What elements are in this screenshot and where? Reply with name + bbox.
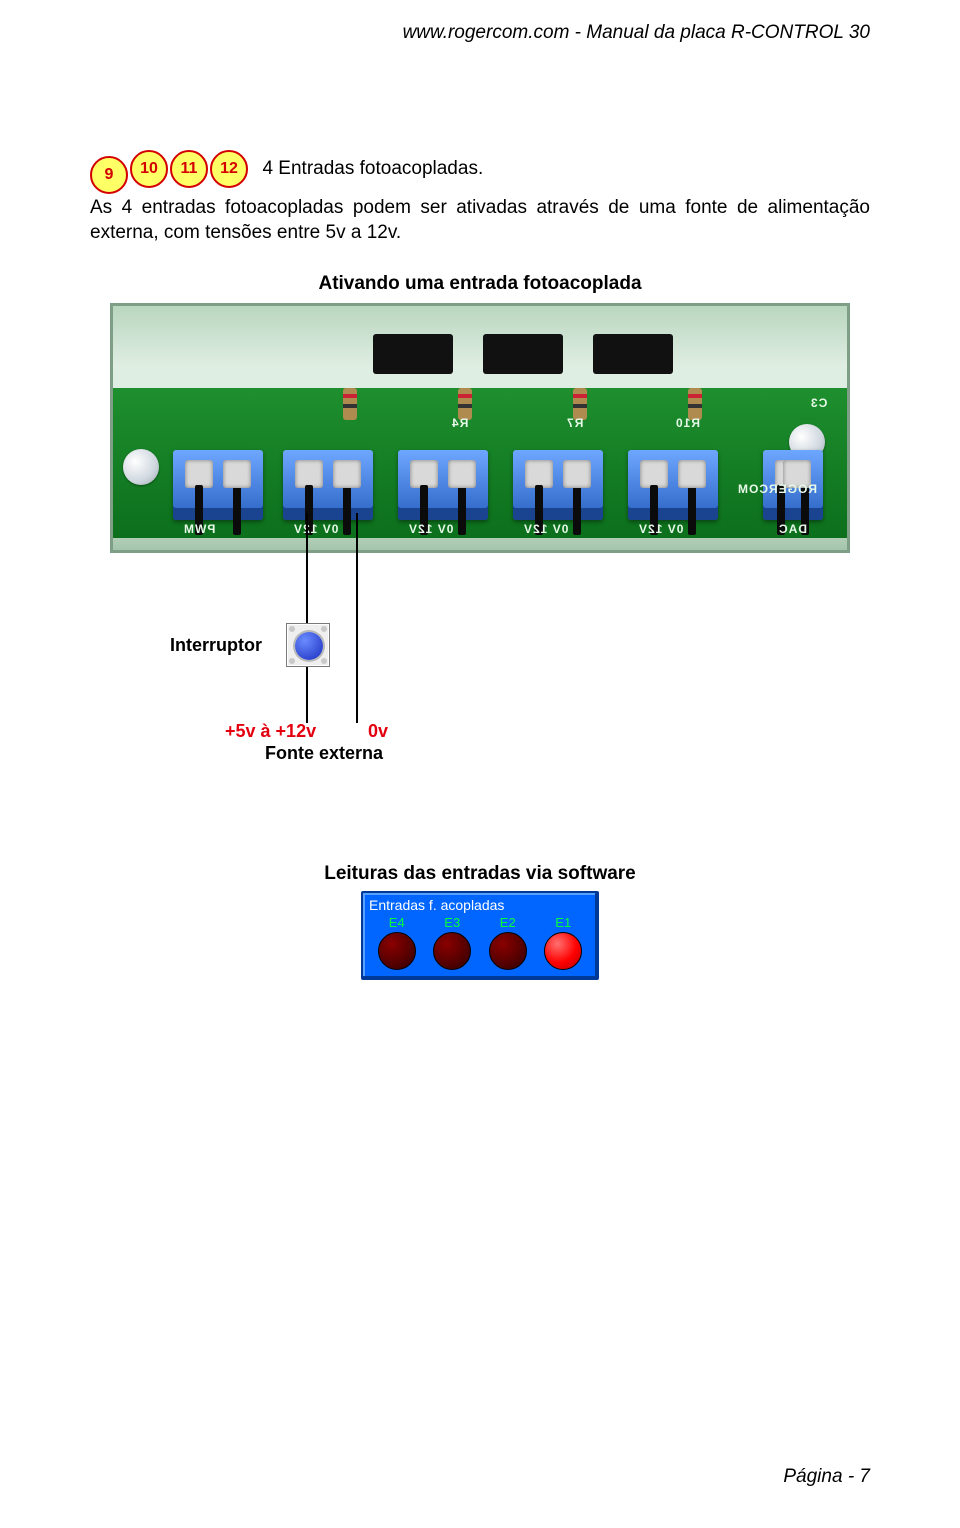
fonte-externa-label: Fonte externa	[265, 743, 383, 764]
led-e2: E2	[489, 915, 527, 970]
callout-10: 10	[130, 150, 168, 188]
section-paragraph: As 4 entradas fotoacopladas podem ser at…	[90, 196, 870, 245]
callout-11: 11	[170, 150, 208, 188]
silk-pair: 0V 12V	[638, 522, 683, 536]
silk-rogercom: ROGERCOM	[737, 482, 817, 496]
interruptor-label: Interruptor	[170, 635, 262, 656]
panel-title: Entradas f. acopladas	[369, 897, 591, 913]
pcb-board: PWM 0V 12V 0V 12V 0V 12V 0V 12V R4 R7 R1…	[110, 303, 850, 553]
led-e4: E4	[378, 915, 416, 970]
led-indicator-icon	[489, 932, 527, 970]
voltage-label: +5v à +12v	[225, 721, 316, 742]
led-label: E2	[489, 915, 527, 930]
page-header: www.rogercom.com - Manual da placa R-CON…	[403, 22, 870, 44]
silk-c3: C3	[810, 396, 827, 410]
wire	[356, 513, 358, 723]
silk-pair: 0V 12V	[523, 522, 568, 536]
figure2: Entradas f. acopladas E4 E3 E2 E1	[361, 891, 599, 980]
terminal-block	[398, 450, 488, 520]
wire	[306, 513, 308, 723]
terminal-block	[513, 450, 603, 520]
terminal-block	[283, 450, 373, 520]
ic-chip	[373, 334, 453, 374]
led-e3: E3	[433, 915, 471, 970]
led-indicator-icon	[433, 932, 471, 970]
terminal-block	[173, 450, 263, 520]
silk-r4: R4	[451, 416, 468, 430]
main-content: 9 10 11 12 4 Entradas fotoacopladas. As …	[90, 150, 870, 980]
silk-pair: 0V 12V	[408, 522, 453, 536]
figure1: PWM 0V 12V 0V 12V 0V 12V 0V 12V R4 R7 R1…	[110, 303, 850, 783]
ic-chip	[483, 334, 563, 374]
figure2-caption: Leituras das entradas via software	[90, 863, 870, 885]
led-e1: E1	[544, 915, 582, 970]
ic-chip	[593, 334, 673, 374]
terminal-block	[628, 450, 718, 520]
callout-9: 9	[90, 156, 128, 194]
led-label: E1	[544, 915, 582, 930]
callout-row: 9 10 11 12 4 Entradas fotoacopladas.	[90, 150, 870, 188]
resistor	[343, 388, 357, 420]
silk-r7: R7	[566, 416, 583, 430]
page-footer: Página - 7	[783, 1466, 870, 1488]
switch-button-icon	[295, 632, 323, 660]
figure1-caption: Ativando uma entrada fotoacoplada	[90, 273, 870, 295]
led-indicator-icon	[544, 932, 582, 970]
silk-pwm: PWM	[183, 522, 215, 536]
silk-dac: DAC	[778, 522, 807, 536]
silk-pair: 0V 12V	[293, 522, 338, 536]
led-label: E4	[378, 915, 416, 930]
software-panel: Entradas f. acopladas E4 E3 E2 E1	[361, 891, 599, 980]
silk-r10: R10	[675, 416, 700, 430]
section-title: 4 Entradas fotoacopladas.	[262, 158, 483, 179]
switch	[286, 623, 330, 667]
led-label: E3	[433, 915, 471, 930]
callout-12: 12	[210, 150, 248, 188]
zero-label: 0v	[368, 721, 388, 742]
led-indicator-icon	[378, 932, 416, 970]
